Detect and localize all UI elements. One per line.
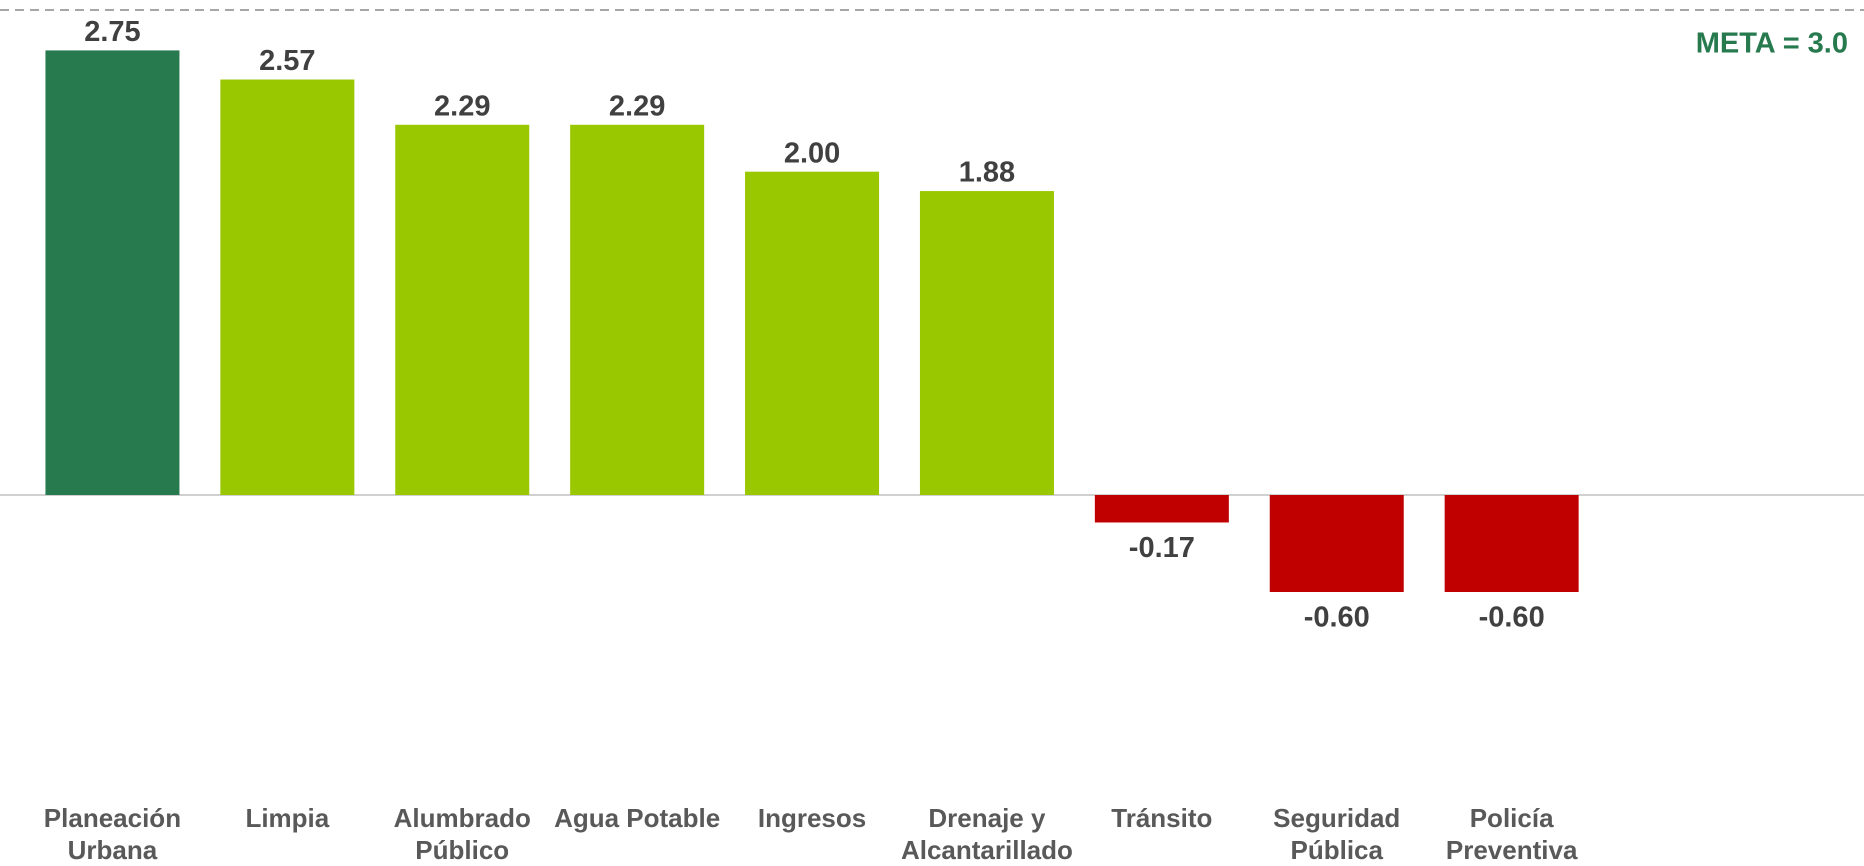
- value-label: -0.60: [1304, 602, 1370, 634]
- value-label: 2.29: [609, 90, 665, 122]
- bar: [919, 191, 1054, 496]
- bar: [1094, 495, 1229, 523]
- bar: [570, 124, 705, 496]
- value-label: -0.60: [1479, 602, 1545, 634]
- x-tick-label: Drenaje y Alcantarillado: [900, 803, 1073, 865]
- value-label: 2.57: [259, 45, 315, 77]
- bar: [220, 79, 355, 496]
- x-tick-label: Limpia: [245, 803, 330, 833]
- meta-annotation: META = 3.0: [1696, 28, 1848, 60]
- value-label: 1.88: [959, 157, 1015, 189]
- bar: [45, 50, 180, 496]
- x-tick-label: Seguridad Pública: [1273, 803, 1401, 865]
- bar: [395, 124, 530, 496]
- bar: [1269, 495, 1404, 592]
- value-label: 2.75: [84, 16, 140, 48]
- value-label: 2.29: [434, 90, 490, 122]
- x-tick-label: Policía Preventiva: [1445, 803, 1578, 865]
- x-tick-label: Planeación Urbana: [43, 803, 182, 865]
- value-label: 2.00: [784, 137, 840, 169]
- bar: [1444, 495, 1579, 592]
- bar: [745, 171, 880, 495]
- value-label: -0.17: [1129, 532, 1195, 564]
- x-tick-label: Tránsito: [1111, 803, 1213, 833]
- x-tick-label: Alumbrado Público: [393, 803, 531, 865]
- x-tick-label: Agua Potable: [554, 803, 721, 833]
- x-tick-label: Ingresos: [757, 803, 867, 833]
